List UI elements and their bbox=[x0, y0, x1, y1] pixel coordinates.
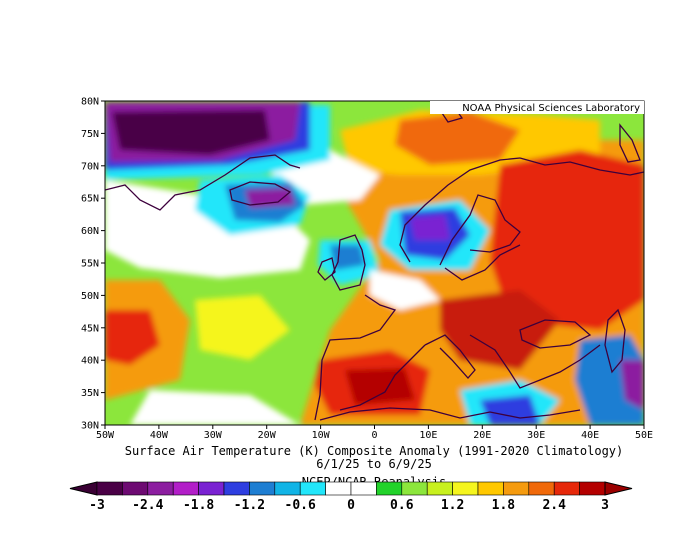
coastline-black-sea bbox=[519, 319, 592, 349]
caption-title: Surface Air Temperature (K) Composite An… bbox=[125, 444, 624, 458]
colorbar-label: -3 bbox=[89, 498, 105, 513]
colorbar-swatch bbox=[96, 481, 123, 496]
credit-label: NOAA Physical Sciences Laboratory bbox=[462, 103, 640, 114]
anomaly-field bbox=[105, 101, 644, 425]
lat-tick-label: 35N bbox=[81, 388, 99, 399]
colorbar-label: 1.8 bbox=[492, 498, 516, 513]
coastline-caspian bbox=[604, 308, 626, 374]
colorbar-swatch bbox=[452, 481, 479, 496]
colorbar-label: 1.2 bbox=[441, 498, 464, 513]
longitude-axis: 50W 40W 30W 20W 10W 0 10E 20E 30E 40E 50E bbox=[96, 425, 653, 441]
coastline-italy bbox=[424, 334, 476, 379]
hot-region-west-atlantic bbox=[105, 310, 160, 365]
lon-tick-label: 50W bbox=[96, 430, 115, 441]
colorbar-swatch bbox=[376, 481, 403, 496]
coastline-britain bbox=[331, 234, 366, 291]
deep-purple-region-greenland bbox=[112, 110, 270, 155]
colorbar-label: 0.6 bbox=[390, 498, 414, 513]
lat-tick-label: 55N bbox=[81, 259, 99, 270]
lat-tick-label: 70N bbox=[81, 161, 99, 172]
coastline-greenland bbox=[105, 154, 301, 211]
lon-tick-label: 10E bbox=[419, 430, 437, 441]
colorbar-label: -2.4 bbox=[132, 498, 163, 513]
colorbar-swatch bbox=[401, 481, 428, 496]
coastline-iberia-med bbox=[339, 344, 426, 411]
lon-tick-label: 30E bbox=[527, 430, 545, 441]
colorbar-arrow-low bbox=[69, 481, 98, 496]
colorbar-swatch bbox=[477, 481, 504, 496]
lon-tick-label: 10W bbox=[312, 430, 331, 441]
purple-region-iceland bbox=[245, 188, 295, 208]
white-region-atlantic bbox=[105, 180, 310, 278]
lon-tick-label: 40W bbox=[150, 430, 169, 441]
colorbar-label: -0.6 bbox=[285, 498, 316, 513]
colorbar-label: -1.8 bbox=[183, 498, 214, 513]
coastline-sweden-finland bbox=[439, 194, 521, 266]
lat-tick-label: 65N bbox=[81, 194, 99, 205]
coastline-norway bbox=[399, 157, 521, 263]
colorbar-swatch bbox=[274, 481, 301, 496]
coastlines bbox=[105, 107, 644, 421]
colorbar-swatch bbox=[553, 481, 580, 496]
hot-region-balkans bbox=[440, 290, 560, 370]
lat-tick-label: 40N bbox=[81, 356, 99, 367]
colorbar-label: -1.2 bbox=[234, 498, 265, 513]
coastline-arctic-russia bbox=[519, 157, 644, 176]
coastline-baltic bbox=[444, 244, 521, 281]
lon-tick-label: 20W bbox=[258, 430, 277, 441]
white-region-tropical-atlantic bbox=[130, 390, 300, 425]
colorbar-swatch bbox=[325, 481, 352, 496]
lat-tick-label: 30N bbox=[81, 421, 99, 432]
lon-tick-label: 40E bbox=[581, 430, 599, 441]
colorbar-swatch bbox=[122, 481, 149, 496]
orange-region-scandinavia-north bbox=[395, 112, 520, 165]
colorbar-swatch bbox=[147, 481, 174, 496]
coastline-continental-west bbox=[314, 294, 397, 421]
lon-tick-label: 30W bbox=[204, 430, 223, 441]
credit-banner bbox=[430, 101, 644, 114]
colorbar-swatch bbox=[172, 481, 199, 496]
lon-tick-label: 0 bbox=[371, 430, 377, 441]
latitude-axis: 80N 75N 70N 65N 60N 55N 50N 45N 40N 35N 30N bbox=[81, 97, 105, 432]
blue-region-middle-east bbox=[575, 335, 644, 425]
caption-dates: 6/1/25 to 6/9/25 bbox=[316, 457, 432, 471]
colorbar-swatch bbox=[299, 481, 326, 496]
lat-tick-label: 45N bbox=[81, 323, 99, 334]
colorbar-swatch bbox=[198, 481, 225, 496]
colorbar-swatch bbox=[579, 481, 606, 496]
lon-tick-label: 50E bbox=[635, 430, 653, 441]
coastline-iceland bbox=[229, 181, 292, 206]
lat-tick-label: 60N bbox=[81, 226, 99, 237]
coastline-ireland bbox=[317, 257, 336, 281]
lat-tick-label: 75N bbox=[81, 129, 99, 140]
colorbar-swatch bbox=[249, 481, 276, 496]
colorbar-swatch bbox=[223, 481, 250, 496]
hot-region-russia bbox=[490, 150, 644, 330]
yellow-region-atlantic bbox=[195, 295, 290, 360]
colorbar-swatch bbox=[503, 481, 530, 496]
colorbar-label: 2.4 bbox=[542, 498, 566, 513]
blue-region-east-mediterranean bbox=[480, 395, 540, 425]
coastline-balkans bbox=[469, 334, 601, 389]
purple-region-middle-east bbox=[620, 360, 644, 410]
colorbar-swatch bbox=[528, 481, 555, 496]
hot-core-iberia bbox=[345, 368, 415, 405]
coastline-novaya-zemlya bbox=[619, 123, 641, 163]
purple-region-scandinavia bbox=[410, 215, 450, 240]
lon-tick-label: 20E bbox=[473, 430, 491, 441]
lat-tick-label: 50N bbox=[81, 291, 99, 302]
colorbar-arrow-high bbox=[604, 481, 633, 496]
lat-tick-label: 80N bbox=[81, 97, 99, 108]
coastline-north-africa bbox=[319, 407, 581, 421]
colorbar-swatch bbox=[350, 481, 377, 496]
colorbar-swatch bbox=[426, 481, 453, 496]
colorbar-label: 3 bbox=[601, 498, 609, 513]
colorbar-label: 0 bbox=[347, 498, 355, 513]
white-region-north-sea bbox=[370, 270, 440, 310]
colorbar: -3 -2.4 -1.8 -1.2 -0.6 0 0.6 1.2 1.8 2.4 3 bbox=[69, 481, 633, 513]
